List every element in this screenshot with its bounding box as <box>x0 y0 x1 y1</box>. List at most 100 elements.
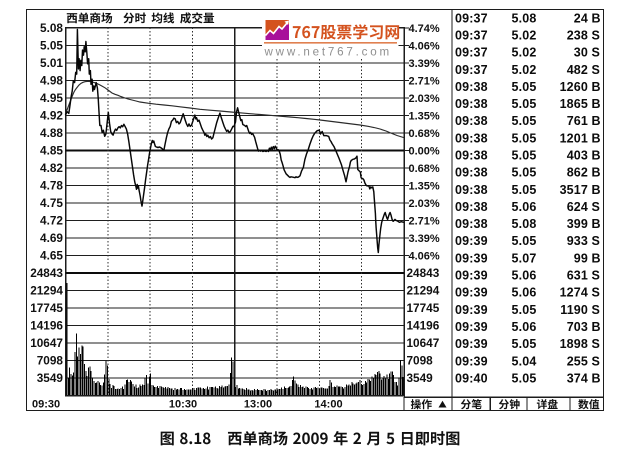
svg-text:3.39%: 3.39% <box>409 233 440 245</box>
svg-text:14196: 14196 <box>30 318 63 332</box>
svg-text:3549: 3549 <box>37 371 64 385</box>
svg-text:09:38: 09:38 <box>455 217 488 231</box>
svg-text:B: B <box>592 320 601 334</box>
svg-text:4.74%: 4.74% <box>409 23 440 35</box>
svg-text:5.05: 5.05 <box>512 337 537 351</box>
svg-text:1.35%: 1.35% <box>409 180 440 192</box>
svg-text:5.02: 5.02 <box>512 63 537 77</box>
svg-text:1190: 1190 <box>560 303 588 317</box>
svg-text:B: B <box>592 149 601 163</box>
svg-text:5.05: 5.05 <box>40 38 63 52</box>
svg-text:21294: 21294 <box>407 283 440 297</box>
svg-text:5.05: 5.05 <box>512 303 537 317</box>
svg-text:2.03%: 2.03% <box>409 198 440 210</box>
svg-text:1274: 1274 <box>560 286 588 300</box>
svg-text:482: 482 <box>567 63 588 77</box>
svg-text:17745: 17745 <box>407 301 440 315</box>
svg-text:5.05: 5.05 <box>512 234 537 248</box>
svg-text:4.95: 4.95 <box>40 91 63 105</box>
svg-text:09:39: 09:39 <box>455 286 488 300</box>
svg-text:B: B <box>592 251 601 265</box>
svg-text:2.71%: 2.71% <box>409 75 440 87</box>
svg-text:30: 30 <box>574 46 588 60</box>
svg-text:703: 703 <box>567 320 588 334</box>
svg-text:7098: 7098 <box>407 353 434 367</box>
svg-text:631: 631 <box>567 269 588 283</box>
svg-text:B: B <box>592 371 601 385</box>
svg-text:5.05: 5.05 <box>512 114 537 128</box>
svg-text:255: 255 <box>567 354 588 368</box>
svg-text:09:38: 09:38 <box>455 114 488 128</box>
svg-text:24843: 24843 <box>30 266 63 280</box>
svg-text:624: 624 <box>567 200 588 214</box>
svg-text:14196: 14196 <box>407 318 440 332</box>
svg-text:09:37: 09:37 <box>455 63 488 77</box>
svg-text:0.00%: 0.00% <box>409 145 440 157</box>
svg-text:S: S <box>592 29 601 43</box>
svg-text:5.02: 5.02 <box>512 46 537 60</box>
svg-text:4.85: 4.85 <box>40 143 63 157</box>
svg-text:09:39: 09:39 <box>455 337 488 351</box>
svg-text:3.39%: 3.39% <box>409 58 440 70</box>
svg-text:5.06: 5.06 <box>512 200 537 214</box>
svg-text:S: S <box>592 286 601 300</box>
svg-text:5.05: 5.05 <box>512 97 537 111</box>
svg-text:3549: 3549 <box>407 371 434 385</box>
svg-text:09:39: 09:39 <box>455 303 488 317</box>
svg-text:3517: 3517 <box>560 183 588 197</box>
svg-text:4.72: 4.72 <box>40 213 63 227</box>
svg-text:24843: 24843 <box>407 266 440 280</box>
svg-text:09:38: 09:38 <box>455 166 488 180</box>
svg-text:4.06%: 4.06% <box>409 250 440 262</box>
svg-text:1898: 1898 <box>560 337 588 351</box>
svg-text:374: 374 <box>567 371 588 385</box>
svg-text:09:38: 09:38 <box>455 149 488 163</box>
svg-text:399: 399 <box>567 217 588 231</box>
svg-text:14:00: 14:00 <box>314 399 342 411</box>
svg-text:21294: 21294 <box>30 283 63 297</box>
svg-text:5.08: 5.08 <box>512 11 537 25</box>
svg-text:09:40: 09:40 <box>455 371 488 385</box>
svg-text:S: S <box>592 303 601 317</box>
svg-text:1201: 1201 <box>560 131 588 145</box>
svg-text:10:30: 10:30 <box>169 399 197 411</box>
svg-text:4.69: 4.69 <box>40 231 63 245</box>
svg-text:13:00: 13:00 <box>244 399 272 411</box>
svg-text:5.05: 5.05 <box>512 80 537 94</box>
svg-text:S: S <box>592 63 601 77</box>
svg-text:S: S <box>592 354 601 368</box>
svg-text:0.68%: 0.68% <box>409 163 440 175</box>
svg-text:2.03%: 2.03% <box>409 93 440 105</box>
svg-text:7098: 7098 <box>37 353 64 367</box>
svg-text:5.05: 5.05 <box>512 371 537 385</box>
svg-text:09:38: 09:38 <box>455 131 488 145</box>
svg-text:2.71%: 2.71% <box>409 215 440 227</box>
svg-text:S: S <box>592 200 601 214</box>
svg-text:B: B <box>592 114 601 128</box>
svg-text:09:39: 09:39 <box>455 234 488 248</box>
svg-text:4.98: 4.98 <box>40 73 63 87</box>
svg-text:5.05: 5.05 <box>512 183 537 197</box>
svg-text:4.88: 4.88 <box>40 126 63 140</box>
svg-text:933: 933 <box>567 234 588 248</box>
svg-text:4.75: 4.75 <box>40 196 63 210</box>
svg-text:5.04: 5.04 <box>512 354 537 368</box>
svg-text:B: B <box>592 11 601 25</box>
svg-text:5.01: 5.01 <box>40 56 63 70</box>
svg-text:09:30: 09:30 <box>32 399 60 411</box>
svg-text:5.06: 5.06 <box>512 269 537 283</box>
svg-text:09:38: 09:38 <box>455 97 488 111</box>
svg-text:www.net767.com: www.net767.com <box>264 46 392 59</box>
svg-text:5.05: 5.05 <box>512 131 537 145</box>
svg-text:S: S <box>592 337 601 351</box>
svg-text:4.06%: 4.06% <box>409 40 440 52</box>
svg-text:238: 238 <box>567 29 588 43</box>
svg-text:B: B <box>592 183 601 197</box>
svg-text:862: 862 <box>567 166 588 180</box>
svg-text:10647: 10647 <box>407 336 440 350</box>
svg-text:5.06: 5.06 <box>512 320 537 334</box>
svg-text:S: S <box>592 269 601 283</box>
svg-text:5.06: 5.06 <box>512 286 537 300</box>
svg-text:S: S <box>592 46 601 60</box>
svg-text:4.92: 4.92 <box>40 108 63 122</box>
